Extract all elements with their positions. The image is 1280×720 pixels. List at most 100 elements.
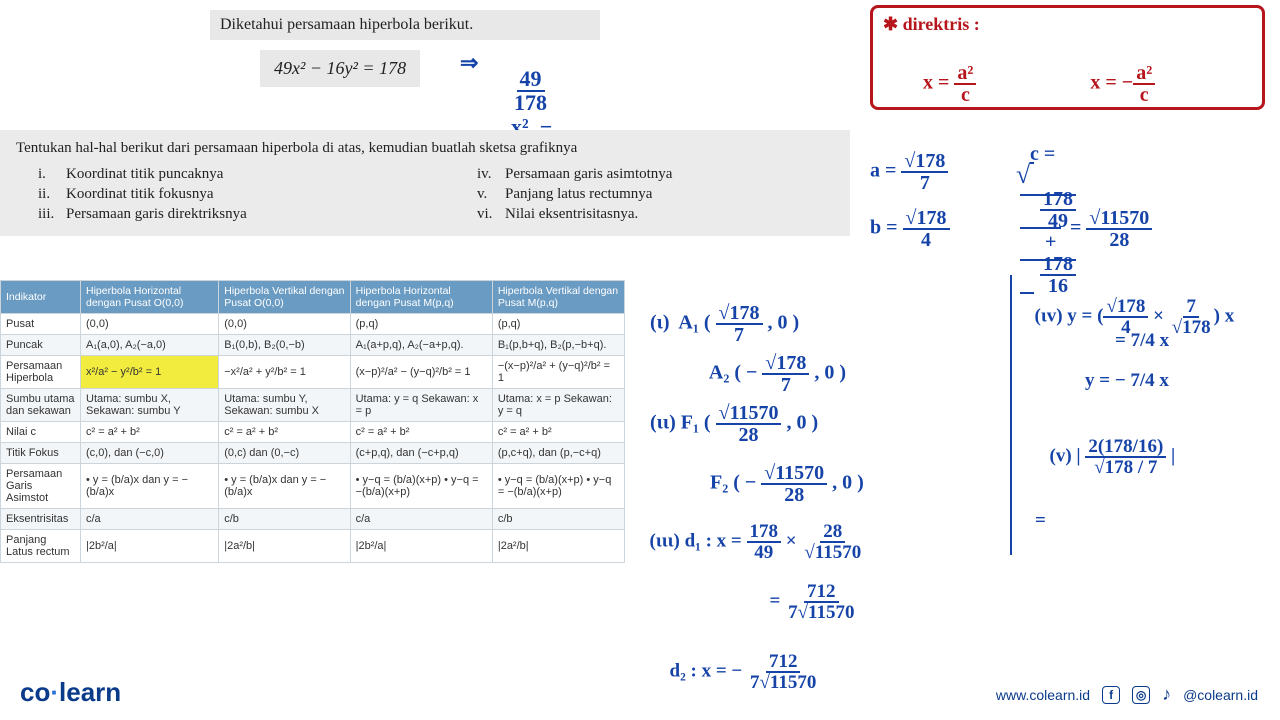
hw-arrow: ⇒ xyxy=(460,50,478,76)
table-cell: c² = a² + b² xyxy=(219,422,350,443)
table-cell: |2b²/a| xyxy=(81,530,219,563)
task-item: i.Koordinat titik puncaknya xyxy=(38,166,395,183)
hw-a: a = √1787 xyxy=(860,128,948,193)
table-cell: −x²/a² + y²/b² = 1 xyxy=(219,356,350,389)
hw-iii-line2: = 7127√11570 xyxy=(760,560,857,622)
table-row: Nilai cc² = a² + b²c² = a² + b²c² = a² +… xyxy=(1,422,625,443)
logo-learn: learn xyxy=(59,677,121,707)
table-cell: (x−p)²/a² − (y−q)²/b² = 1 xyxy=(350,356,492,389)
task-item: vi.Nilai eksentrisitasnya. xyxy=(477,206,834,223)
table-cell: (0,c) dan (0,−c) xyxy=(219,443,350,464)
hw-iv-r1: = 7/4 x xyxy=(1115,330,1169,352)
hw-iv-line1: (ɩv) y = (√1784 × 7√178) x xyxy=(1025,275,1234,337)
logo: co·learn xyxy=(20,677,121,708)
table-cell: (p,c+q), dan (p,−c+q) xyxy=(492,443,624,464)
table-cell: Utama: sumbu Y, Sekawan: sumbu X xyxy=(219,389,350,422)
table-cell: • y = (b/a)x dan y = −(b/a)x xyxy=(81,464,219,509)
hw-c-result: = √1157028 xyxy=(1060,185,1152,250)
table-cell: c/b xyxy=(219,509,350,530)
table-row: Titik Fokus(c,0), dan (−c,0)(0,c) dan (0… xyxy=(1,443,625,464)
table-cell: c/b xyxy=(492,509,624,530)
directrix-eq1: x = a²c xyxy=(903,40,976,128)
table-cell: c/a xyxy=(81,509,219,530)
table-cell: Persamaan Garis Asimstot xyxy=(1,464,81,509)
reference-table: Indikator Hiperbola Horizontal dengan Pu… xyxy=(0,280,625,563)
table-cell: Utama: y = q Sekawan: x = p xyxy=(350,389,492,422)
hw-ii-line2: F₂ ( − √1157028 , 0 ) xyxy=(700,440,864,505)
table-cell: B₁(p,b+q), B₂(p,−b+q). xyxy=(492,335,624,356)
table-cell: Sumbu utama dan sekawan xyxy=(1,389,81,422)
footer-url: www.colearn.id xyxy=(996,687,1090,703)
problem-intro: Diketahui persamaan hiperbola berikut. xyxy=(210,10,600,40)
hw-b: b = √1784 xyxy=(860,185,950,250)
table-cell: • y−q = (b/a)(x+p) • y−q = −(b/a)(x+p) xyxy=(492,464,624,509)
table-header: Indikator xyxy=(1,281,81,314)
task-col-left: i.Koordinat titik puncaknya ii.Koordinat… xyxy=(16,163,395,226)
table-cell: |2a²/b| xyxy=(492,530,624,563)
table-cell: A₁(a,0), A₂(−a,0) xyxy=(81,335,219,356)
table-cell: (c,0), dan (−c,0) xyxy=(81,443,219,464)
footer-handle: @colearn.id xyxy=(1183,687,1258,703)
hw-v: (v) | 2(178/16)√178 / 7 | xyxy=(1040,415,1175,477)
table-cell: −(x−p)²/a² + (y−q)²/b² = 1 xyxy=(492,356,624,389)
hw-iii-line1: (ɩɩɩ) d₁ : x = 17849 × 28√11570 xyxy=(640,500,864,562)
task-item: iv.Persamaan garis asimtotnya xyxy=(477,166,834,183)
table-cell: (p,q) xyxy=(492,314,624,335)
table-header: Hiperbola Vertikal dengan Pusat O(0,0) xyxy=(219,281,350,314)
table-row: Pusat(0,0)(0,0)(p,q)(p,q) xyxy=(1,314,625,335)
table-cell: Persamaan Hiperbola xyxy=(1,356,81,389)
hw-iv-r2: y = − 7/4 x xyxy=(1085,370,1169,392)
table-cell: c² = a² + b² xyxy=(350,422,492,443)
logo-co: co xyxy=(20,677,50,707)
table-header: Hiperbola Horizontal dengan Pusat M(p,q) xyxy=(350,281,492,314)
table-cell: (p,q) xyxy=(350,314,492,335)
table-row: Sumbu utama dan sekawanUtama: sumbu X, S… xyxy=(1,389,625,422)
table-cell: Utama: x = p Sekawan: y = q xyxy=(492,389,624,422)
table-cell: c/a xyxy=(350,509,492,530)
table-cell: |2a²/b| xyxy=(219,530,350,563)
table-cell: • y−q = (b/a)(x+p) • y−q = −(b/a)(x+p) xyxy=(350,464,492,509)
table-row: Persamaan Hiperbolax²/a² − y²/b² = 1−x²/… xyxy=(1,356,625,389)
table-cell: Pusat xyxy=(1,314,81,335)
table-cell: x²/a² − y²/b² = 1 xyxy=(81,356,219,389)
table-cell: Panjang Latus rectum xyxy=(1,530,81,563)
hw-v-eq: = xyxy=(1035,510,1046,532)
task-item: v.Panjang latus rectumnya xyxy=(477,186,834,203)
table-cell: Titik Fokus xyxy=(1,443,81,464)
hw-ii-line1: (ɩɩ) F₁ ( √1157028 , 0 ) xyxy=(640,380,818,445)
task-col-right: iv.Persamaan garis asimtotnya v.Panjang … xyxy=(455,163,834,226)
table-cell: • y = (b/a)x dan y = −(b/a)x xyxy=(219,464,350,509)
table-cell: (0,0) xyxy=(81,314,219,335)
directrix-title: ✱ direktris : xyxy=(883,14,1252,35)
task-box: Tentukan hal-hal berikut dari persamaan … xyxy=(0,130,850,236)
hw-iii-d2: d₂ : x = − 7127√11570 xyxy=(660,630,819,692)
table-cell: Utama: sumbu X, Sekawan: sumbu Y xyxy=(81,389,219,422)
table-cell: |2b²/a| xyxy=(350,530,492,563)
table-row: Eksentrisitasc/ac/bc/ac/b xyxy=(1,509,625,530)
table-cell: (0,0) xyxy=(219,314,350,335)
logo-dot-icon: · xyxy=(50,677,59,707)
table-cell: Nilai c xyxy=(1,422,81,443)
task-item: ii.Koordinat titik fokusnya xyxy=(38,186,395,203)
table-cell: Eksentrisitas xyxy=(1,509,81,530)
table-cell: c² = a² + b² xyxy=(81,422,219,443)
directrix-eq2: x = −a²c xyxy=(1070,40,1155,128)
instagram-icon: ◎ xyxy=(1132,686,1150,704)
table-cell: B₁(0,b), B₂(0,−b) xyxy=(219,335,350,356)
table-cell: A₁(a+p,q), A₂(−a+p,q). xyxy=(350,335,492,356)
facebook-icon: f xyxy=(1102,686,1120,704)
tiktok-icon: ♪ xyxy=(1162,684,1171,705)
table-cell: (c+p,q), dan (−c+p,q) xyxy=(350,443,492,464)
table-header-row: Indikator Hiperbola Horizontal dengan Pu… xyxy=(1,281,625,314)
table-row: Panjang Latus rectum|2b²/a||2a²/b||2b²/a… xyxy=(1,530,625,563)
table-cell: Puncak xyxy=(1,335,81,356)
table-header: Hiperbola Vertikal dengan Pusat M(p,q) xyxy=(492,281,624,314)
table-row: Persamaan Garis Asimstot• y = (b/a)x dan… xyxy=(1,464,625,509)
table-row: PuncakA₁(a,0), A₂(−a,0)B₁(0,b), B₂(0,−b)… xyxy=(1,335,625,356)
task-item: iii.Persamaan garis direktriksnya xyxy=(38,206,395,223)
table-cell: c² = a² + b² xyxy=(492,422,624,443)
hw-divider xyxy=(1010,275,1012,555)
directrix-box: ✱ direktris : x = a²c x = −a²c xyxy=(870,5,1265,110)
task-intro: Tentukan hal-hal berikut dari persamaan … xyxy=(16,140,834,157)
footer-right: www.colearn.id f ◎ ♪ @colearn.id xyxy=(996,684,1258,705)
